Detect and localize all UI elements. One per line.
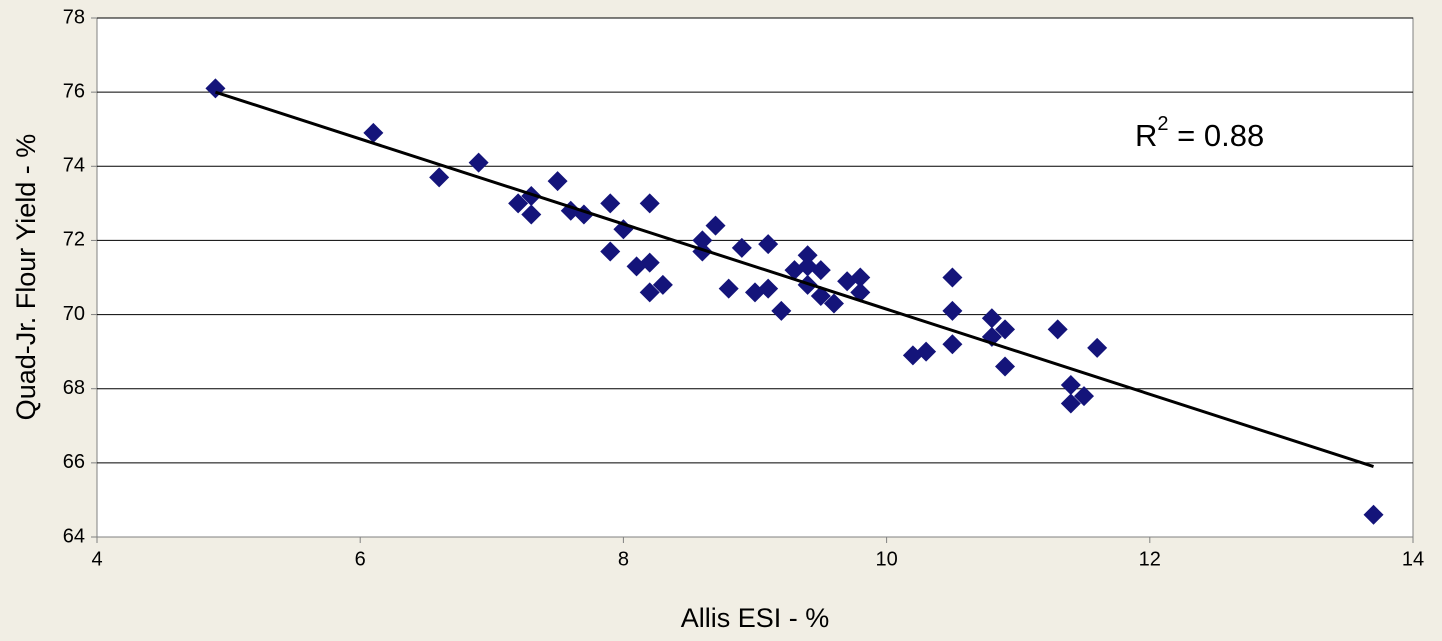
point xyxy=(692,230,713,251)
point xyxy=(1087,337,1108,358)
trendline xyxy=(214,90,1374,468)
point xyxy=(639,252,660,273)
r-superscript: 2 xyxy=(1157,113,1168,135)
y-tick-label: 64 xyxy=(63,525,85,547)
point xyxy=(718,278,739,299)
y-tick-label: 78 xyxy=(63,6,85,28)
point xyxy=(850,282,871,303)
point xyxy=(429,167,450,188)
point xyxy=(797,256,818,277)
point xyxy=(705,215,726,236)
y-tick-label: 72 xyxy=(63,229,85,251)
y-tick-label: 74 xyxy=(63,155,85,177)
y-axis-label: Quad-Jr. Flour Yield - % xyxy=(11,134,41,421)
point xyxy=(942,334,963,355)
point xyxy=(547,171,568,192)
point xyxy=(1047,319,1068,340)
point xyxy=(639,282,660,303)
point xyxy=(652,274,673,295)
x-tick-label: 6 xyxy=(355,548,366,570)
point xyxy=(916,341,937,362)
y-tick-label: 66 xyxy=(63,451,85,473)
point xyxy=(639,193,660,214)
point xyxy=(942,267,963,288)
point xyxy=(508,193,529,214)
x-tick-label: 14 xyxy=(1402,548,1424,570)
point xyxy=(758,278,779,299)
x-tick-label: 12 xyxy=(1139,548,1161,570)
point xyxy=(797,245,818,266)
point xyxy=(600,193,621,214)
r-base: R xyxy=(1135,118,1157,153)
point xyxy=(1060,375,1081,396)
x-tick-label: 10 xyxy=(875,548,897,570)
point xyxy=(1363,504,1384,525)
point xyxy=(758,234,779,255)
point xyxy=(731,237,752,258)
y-tick-label: 70 xyxy=(63,303,85,325)
x-tick-label: 4 xyxy=(91,548,102,570)
point xyxy=(823,293,844,314)
point xyxy=(600,241,621,262)
point xyxy=(850,267,871,288)
r-rest: = 0.88 xyxy=(1169,118,1265,153)
plot-area xyxy=(96,17,1414,538)
x-axis-label: Allis ESI - % xyxy=(681,603,830,633)
point xyxy=(521,204,542,225)
r-squared: R2 = 0.88 xyxy=(1135,113,1264,153)
point xyxy=(981,308,1002,329)
point xyxy=(771,300,792,321)
y-tick-label: 68 xyxy=(63,377,85,399)
point xyxy=(521,185,542,206)
point xyxy=(1060,393,1081,414)
point xyxy=(1074,386,1094,407)
y-tick-label: 76 xyxy=(63,80,85,102)
point xyxy=(363,122,384,143)
point xyxy=(942,300,963,321)
point xyxy=(995,356,1016,377)
point xyxy=(468,152,489,173)
point xyxy=(995,319,1016,340)
x-tick-label: 8 xyxy=(618,548,629,570)
